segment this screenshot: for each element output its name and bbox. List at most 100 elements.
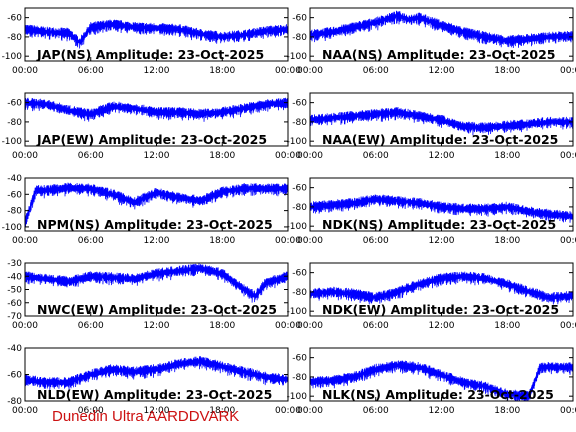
x-tick-label: 00:00 (275, 66, 301, 76)
x-tick-label: 12:00 (144, 321, 170, 331)
x-tick-label: 06:00 (363, 321, 389, 331)
x-tick-label: 00:00 (12, 66, 38, 76)
x-tick-label: 12:00 (429, 151, 455, 161)
y-tick-label: -30 (7, 259, 22, 269)
amplitude-trace (25, 97, 288, 122)
x-tick-label: 06:00 (363, 236, 389, 246)
x-tick-label: 00:00 (560, 406, 576, 416)
y-tick-label: -60 (7, 99, 22, 109)
y-tick-label: -40 (7, 174, 22, 184)
x-tick-label: 12:00 (429, 236, 455, 246)
amplitude-mean-line (25, 187, 288, 223)
y-tick-label: -60 (7, 14, 22, 24)
panel-title: NDK(EW) Amplitude: 23-Oct-2025 (322, 302, 559, 317)
x-tick-label: 12:00 (144, 406, 170, 416)
x-tick-label: 00:00 (12, 151, 38, 161)
x-tick-label: 00:00 (297, 406, 323, 416)
panel-title: NAA(EW) Amplitude: 23-Oct-2025 (322, 132, 558, 147)
amplitude-mean-line (25, 360, 288, 383)
amplitude-mean-line (25, 267, 288, 297)
y-tick-label: -100 (2, 137, 23, 147)
x-tick-label: 00:00 (297, 151, 323, 161)
amplitude-mean-line (25, 23, 288, 44)
panel-title: NAA(NS) Amplitude: 23-Oct-2025 (322, 47, 556, 62)
y-tick-label: -60 (292, 269, 307, 279)
x-tick-label: 18:00 (494, 236, 520, 246)
x-tick-label: 00:00 (297, 236, 323, 246)
y-tick-label: -50 (7, 286, 22, 296)
x-tick-label: 12:00 (429, 66, 455, 76)
x-tick-label: 00:00 (560, 66, 576, 76)
y-tick-label: -60 (7, 299, 22, 309)
footer-label: Dunedin Ultra AARDDVARK (52, 408, 240, 425)
x-tick-label: 12:00 (144, 66, 170, 76)
y-tick-label: -100 (287, 137, 308, 147)
panel-title: NPM(NS) Amplitude: 23-Oct-2025 (37, 217, 273, 232)
panel-2: -60 -80 -100 00:00 06:00 12:00 18:00 00:00 JAP(E… (2, 92, 301, 161)
y-tick-label: -60 (292, 14, 307, 24)
x-tick-label: 00:00 (297, 321, 323, 331)
x-tick-label: 18:00 (209, 406, 235, 416)
x-tick-label: 00:00 (12, 406, 38, 416)
amplitude-mean-line (310, 111, 573, 129)
x-tick-label: 00:00 (12, 321, 38, 331)
amplitude-mean-line (310, 198, 573, 218)
panel-title: NDK(NS) Amplitude: 23-Oct-2025 (322, 217, 556, 232)
x-tick-label: 00:00 (275, 406, 301, 416)
y-tick-label: -70 (7, 312, 22, 322)
panel-7: -60-80-10000:0006:0012:0018:0000:00NDK(E… (287, 262, 576, 331)
x-tick-label: 12:00 (144, 151, 170, 161)
panel-title: NLK(NS) Amplitude: 23-Oct-2025 (322, 387, 554, 402)
y-tick-label: -40 (7, 272, 22, 282)
y-tick-label: -100 (287, 222, 308, 232)
y-tick-label: -60 (292, 99, 307, 109)
x-tick-label: 00:00 (275, 321, 301, 331)
y-tick-label: -80 (292, 203, 307, 213)
x-tick-label: 18:00 (209, 236, 235, 246)
x-tick-label: 00:00 (275, 236, 301, 246)
y-tick-label: -80 (7, 118, 22, 128)
x-tick-label: 00:00 (12, 236, 38, 246)
panel-0: -60 -80 -100 00:00 06:00 12:00 18:00 00:00 JAP(N… (2, 7, 301, 76)
amplitude-trace (310, 10, 573, 49)
y-tick-label: -80 (7, 397, 22, 407)
x-tick-label: 18:00 (494, 151, 520, 161)
y-tick-label: -100 (2, 223, 23, 233)
x-tick-label: 18:00 (209, 321, 235, 331)
x-tick-label: 12:00 (429, 406, 455, 416)
x-tick-label: 00:00 (297, 66, 323, 76)
amplitude-mean-line (310, 15, 573, 42)
x-tick-label: 00:00 (560, 151, 576, 161)
x-tick-label: 12:00 (429, 321, 455, 331)
x-tick-label: 18:00 (494, 66, 520, 76)
x-tick-label: 06:00 (363, 66, 389, 76)
y-tick-label: -80 (292, 373, 307, 383)
x-tick-label: 18:00 (209, 66, 235, 76)
y-tick-label: -60 (292, 354, 307, 364)
x-tick-label: 06:00 (78, 406, 104, 416)
amplitude-mean-line (310, 364, 573, 397)
x-tick-label: 06:00 (363, 406, 389, 416)
amplitude-mean-line (310, 275, 573, 299)
y-tick-label: -100 (287, 307, 308, 317)
x-tick-label: 06:00 (363, 151, 389, 161)
y-tick-label: -60 (292, 184, 307, 194)
y-tick-label: -40 (7, 344, 22, 354)
panel-9: -60 -80 -100 00:00 06:00 12:00 18:00 00:00 NLK(N… (287, 347, 576, 416)
x-tick-label: 12:00 (144, 236, 170, 246)
amplitude-trace (310, 106, 573, 136)
panel-title: NWC(EW) Amplitude: 23-Oct-2025 (37, 302, 277, 317)
panel-title: NLD(EW) Amplitude: 23-Oct-2025 (37, 387, 272, 402)
x-tick-label: 00:00 (560, 321, 576, 331)
x-tick-label: 00:00 (275, 151, 301, 161)
x-tick-label: 06:00 (78, 236, 104, 246)
x-tick-label: 00:00 (560, 236, 576, 246)
y-tick-label: -100 (2, 52, 23, 62)
amplitude-mean-line (25, 102, 288, 115)
x-tick-label: 06:00 (78, 321, 104, 331)
y-tick-label: -60 (7, 190, 22, 200)
